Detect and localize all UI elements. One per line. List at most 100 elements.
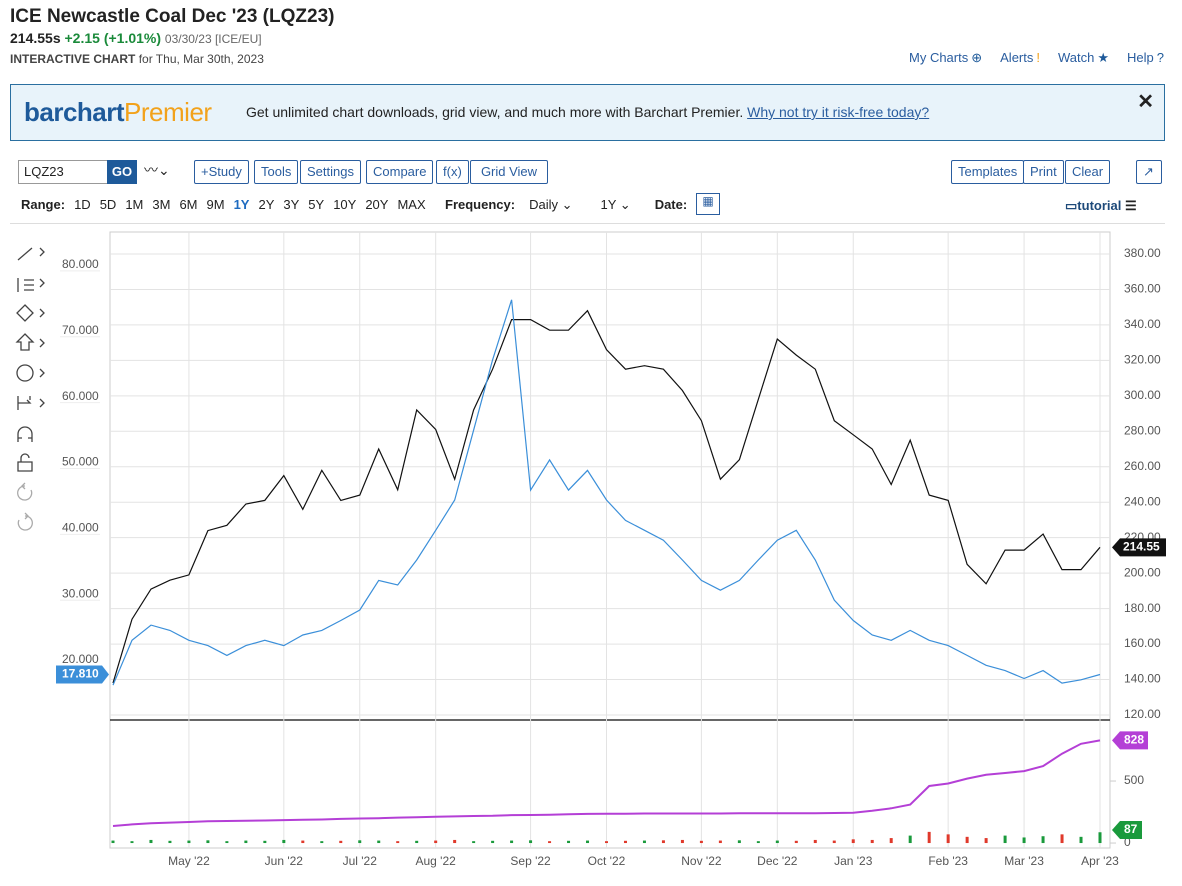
tool-undo[interactable]: [17, 482, 33, 501]
tool-button[interactable]: Print: [1023, 160, 1064, 184]
y-tick-label: 40.000: [62, 521, 99, 535]
tool-button[interactable]: Grid View: [470, 160, 548, 184]
tool-button[interactable]: Compare: [366, 160, 434, 184]
tool-text[interactable]: [16, 364, 34, 382]
y2-tick-label: 240.00: [1124, 494, 1161, 508]
y2-tick-label: 160.00: [1124, 636, 1161, 650]
range-bar: Range: 1D 5D 1M 3M 6M 9M 1Y 2Y 3Y 5Y 10Y 20Y MAX: [21, 197, 426, 212]
tool-redo[interactable]: [17, 512, 33, 531]
tool-button[interactable]: f(x): [436, 160, 469, 184]
volume-bar: [1079, 836, 1083, 844]
range-option[interactable]: 20Y: [365, 197, 389, 212]
go-button[interactable]: GO: [107, 160, 137, 184]
y2-tick-label: 300.00: [1124, 388, 1161, 402]
nav-item[interactable]: Help: [1127, 50, 1154, 65]
y2-tick-label: 360.00: [1124, 282, 1161, 296]
tool-button[interactable]: Tools: [254, 160, 299, 184]
last-bubble: [1112, 538, 1166, 557]
tool-measure[interactable]: [17, 396, 45, 410]
nav-item[interactable]: Alerts: [1000, 50, 1034, 65]
volume-bar: [111, 840, 115, 844]
range-option[interactable]: 2Y: [258, 197, 275, 212]
close[interactable]: ✕: [1137, 91, 1154, 113]
x-tick-label: Jun '22: [265, 854, 304, 868]
tool-button[interactable]: +Study: [194, 160, 249, 184]
range-option[interactable]: MAX: [397, 197, 426, 212]
frequency[interactable]: Daily ⌄: [529, 197, 573, 212]
expand[interactable]: ↗: [1136, 160, 1162, 184]
last-bubble: [56, 665, 109, 684]
nav-icon[interactable]: ⊕: [971, 50, 983, 65]
volume-bar: [851, 839, 855, 844]
tool-shape[interactable]: [16, 304, 45, 322]
date-picker[interactable]: ▦: [696, 193, 720, 215]
range-option[interactable]: 9M: [206, 197, 225, 212]
range-option[interactable]: 3Y: [283, 197, 300, 212]
period[interactable]: 1Y ⌄: [600, 197, 631, 212]
x-tick-label: Oct '22: [588, 854, 626, 868]
tool-lock[interactable]: [17, 453, 33, 472]
range-option[interactable]: 5Y: [308, 197, 325, 212]
range-option[interactable]: 1D: [74, 197, 91, 212]
tool-button[interactable]: Clear: [1065, 160, 1111, 184]
volume-bar: [339, 840, 343, 844]
volume-bar: [415, 840, 419, 844]
frequency-value: Daily: [529, 197, 558, 212]
volume-bar: [889, 838, 893, 844]
volume-bar: [586, 840, 590, 844]
logo-b: Premier: [124, 97, 212, 127]
volume-bar: [623, 840, 627, 844]
volume-bar: [453, 839, 457, 844]
tool-magnet[interactable]: [17, 426, 33, 442]
x-tick-label: Mar '23: [1004, 854, 1044, 868]
x-tick-label: Feb '23: [928, 854, 968, 868]
divider: [10, 223, 1165, 224]
volume-bar: [396, 841, 400, 844]
tool-arrow[interactable]: [15, 333, 45, 351]
volume-bar: [187, 840, 191, 844]
volume-bar: [225, 841, 229, 844]
oi-label: 828: [1124, 733, 1144, 747]
y2-tick-label: 180.00: [1124, 601, 1161, 615]
range-option[interactable]: 1Y: [233, 197, 250, 212]
volume-bar: [320, 841, 324, 844]
price-line: [112, 299, 1101, 686]
volume-bar: [1041, 836, 1045, 844]
range-option[interactable]: 1M: [125, 197, 144, 212]
x-tick-label: Dec '22: [757, 854, 798, 868]
nav-item[interactable]: Watch: [1058, 50, 1095, 65]
tutorial[interactable]: ▭tutorial ☰: [1065, 198, 1137, 213]
x-tick-label: Sep '22: [510, 854, 551, 868]
tool-button[interactable]: Templates: [951, 160, 1025, 184]
range-option[interactable]: 5D: [99, 197, 117, 212]
volume-bar: [642, 840, 646, 844]
range-option[interactable]: 3M: [152, 197, 171, 212]
volume-bar: [794, 840, 798, 844]
nav-icon[interactable]: !: [1036, 50, 1040, 65]
range-option[interactable]: 6M: [179, 197, 198, 212]
range-option[interactable]: 10Y: [333, 197, 357, 212]
nav-icon[interactable]: ★: [1097, 50, 1110, 65]
volume-bar: [946, 834, 950, 844]
volume-bar: [168, 840, 172, 844]
y-tick-label: 70.000: [62, 323, 99, 337]
volume-bar: [491, 840, 495, 844]
tool-button[interactable]: Settings: [300, 160, 361, 184]
volume-bar: [510, 840, 514, 844]
chart-type[interactable]: 〰⌄: [144, 162, 170, 178]
tool-fib[interactable]: [17, 278, 45, 292]
y-tick-label: 60.000: [62, 389, 99, 403]
volume-bar: [605, 841, 608, 844]
promo-link[interactable]: Why not try it risk-free today?: [747, 104, 930, 120]
symbol-input[interactable]: LQZ23: [18, 160, 113, 184]
y2-tick-label: 320.00: [1124, 353, 1161, 367]
volume-bar: [870, 839, 874, 844]
y2-tick-label: 120.00: [1124, 707, 1161, 721]
logo-a: barchart: [24, 97, 125, 127]
tool-line[interactable]: [17, 247, 45, 261]
date-label: Date:: [654, 197, 688, 212]
nav-item[interactable]: My Charts: [909, 50, 969, 65]
volume-bar: [358, 840, 362, 844]
nav-icon[interactable]: ?: [1156, 50, 1164, 65]
quote: 214.55s +2.15 (+1.01%) 03/30/23 [ICE/EU]: [10, 30, 262, 46]
